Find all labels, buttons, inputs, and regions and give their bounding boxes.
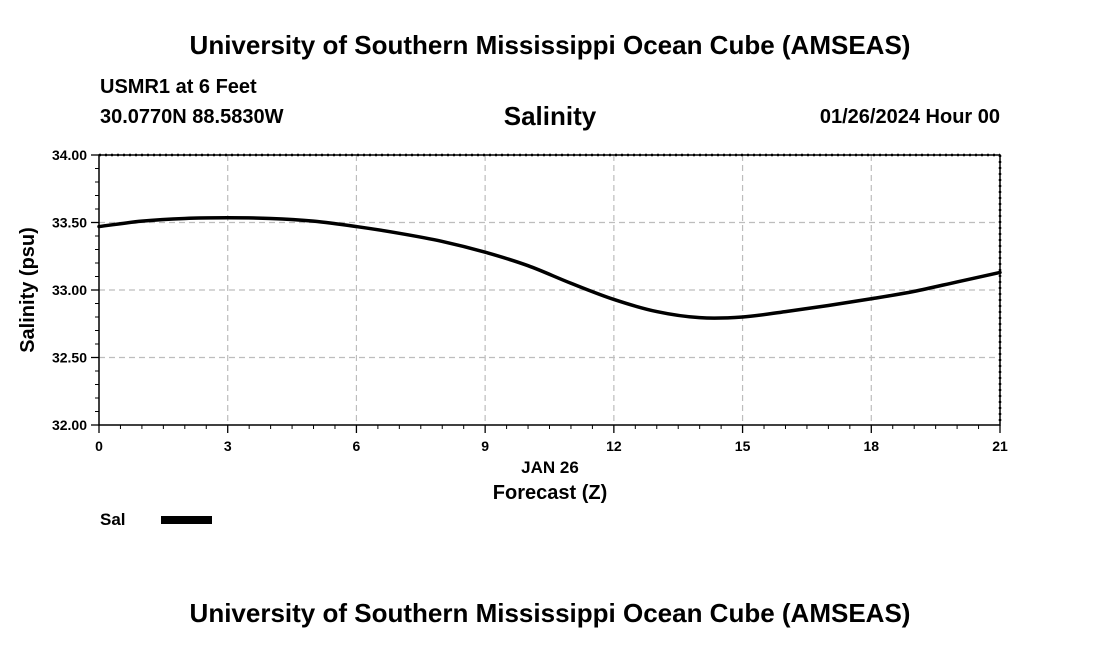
plot-frame: [98, 154, 1001, 426]
forecast-datetime: 01/26/2024 Hour 00: [819, 106, 1000, 128]
y-tick-label: 34.00: [52, 147, 87, 163]
x-tick-label: 15: [735, 438, 751, 454]
y-tick-label: 32.00: [52, 417, 87, 433]
y-axis-label: Salinity (psu): [17, 227, 39, 353]
x-axis-date-label: JAN 26: [521, 458, 579, 477]
coordinates-label: 30.0770N 88.5830W: [100, 106, 284, 128]
x-tick-label: 6: [353, 438, 361, 454]
series-line-sal: [97, 216, 1002, 320]
chart-title: University of Southern Mississippi Ocean…: [189, 30, 911, 60]
station-label: USMR1 at 6 Feet: [100, 76, 257, 98]
x-tick-label: 18: [863, 438, 879, 454]
x-tick-label: 21: [992, 438, 1008, 454]
parameter-title: Salinity: [503, 101, 597, 131]
x-tick-label: 0: [95, 438, 103, 454]
x-tick-label: 12: [606, 438, 622, 454]
y-tick-label: 33.50: [52, 215, 87, 231]
tick-labels: 0 3 6 9 12 15 18 21 32.00 32.50 33.00 33.50 34.00: [52, 147, 1008, 454]
x-tick-label: 9: [481, 438, 489, 454]
legend-label: Sal: [100, 510, 126, 529]
legend-swatch: [161, 516, 212, 524]
y-tick-label: 33.00: [52, 282, 87, 298]
x-axis-label: Forecast (Z): [492, 482, 608, 504]
grid: [99, 155, 1000, 425]
footer-title: University of Southern Mississippi Ocean…: [189, 598, 911, 628]
y-tick-label: 32.50: [52, 350, 87, 366]
x-tick-label: 3: [224, 438, 232, 454]
